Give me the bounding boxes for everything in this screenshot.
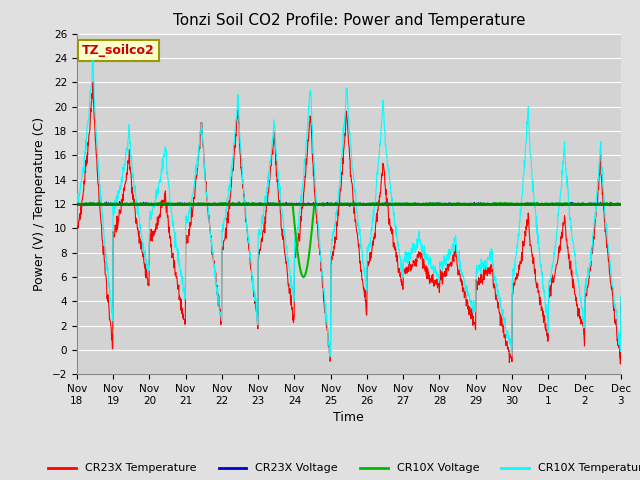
Y-axis label: Power (V) / Temperature (C): Power (V) / Temperature (C) — [33, 117, 46, 291]
X-axis label: Time: Time — [333, 411, 364, 424]
Legend: CR23X Temperature, CR23X Voltage, CR10X Voltage, CR10X Temperature: CR23X Temperature, CR23X Voltage, CR10X … — [44, 459, 640, 478]
Title: Tonzi Soil CO2 Profile: Power and Temperature: Tonzi Soil CO2 Profile: Power and Temper… — [173, 13, 525, 28]
Text: TZ_soilco2: TZ_soilco2 — [82, 44, 155, 57]
